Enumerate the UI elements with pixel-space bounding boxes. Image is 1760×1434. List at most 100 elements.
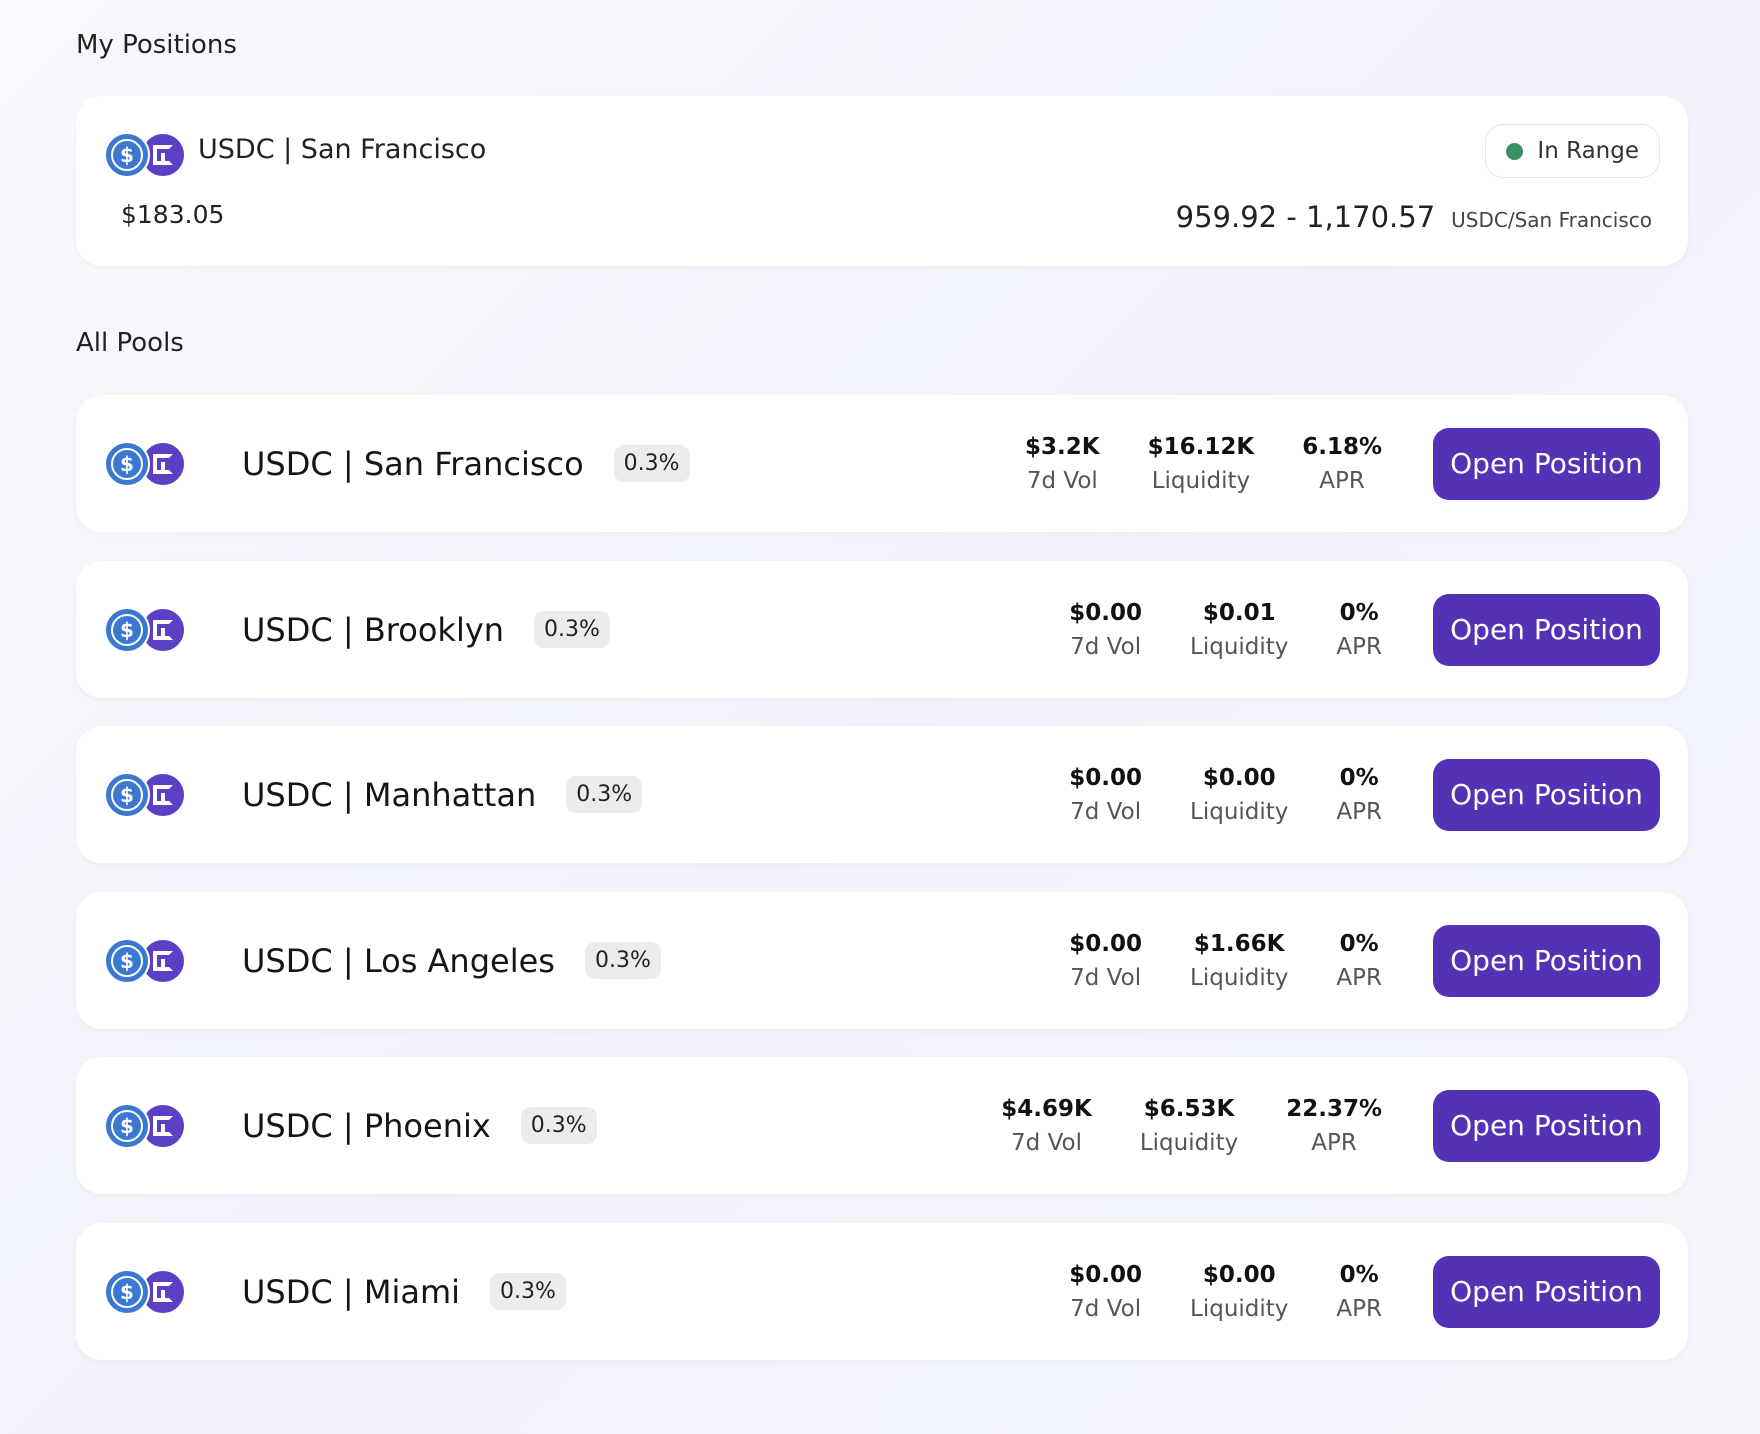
usdc-coin-icon: $ (104, 938, 150, 984)
open-position-button[interactable]: Open Position (1433, 593, 1660, 666)
stat-7d-vol: $3.2K 7d Vol (1025, 434, 1100, 494)
pool-stats: $3.2K 7d Vol $16.12K Liquidity 6.18% APR (1025, 434, 1382, 494)
usdc-coin-icon: $ (104, 132, 150, 178)
token-pair-icons: $ (104, 772, 188, 818)
fee-badge: 0.3% (566, 776, 643, 813)
fee-badge: 0.3% (490, 1273, 566, 1310)
pool-name-group: USDC | Los Angeles 0.3% (242, 942, 661, 980)
stat-apr-value: 0% (1339, 764, 1379, 791)
open-position-button[interactable]: Open Position (1433, 758, 1660, 831)
price-range: 959.92 - 1,170.57 USDC/San Francisco (1176, 200, 1652, 234)
stat-liquidity: $0.01 Liquidity (1190, 600, 1288, 660)
pool-name: USDC | Brooklyn (242, 610, 505, 649)
open-position-button[interactable]: Open Position (1433, 427, 1660, 500)
stat-apr-label: APR (1319, 467, 1365, 494)
usdc-coin-icon: $ (104, 1269, 150, 1315)
stat-apr-label: APR (1336, 1295, 1382, 1322)
price-range-value: 959.92 - 1,170.57 (1175, 200, 1436, 234)
stat-apr: 0% APR (1336, 765, 1382, 825)
stat-liquidity-label: Liquidity (1190, 964, 1289, 991)
pool-name: USDC | Manhattan (242, 775, 537, 814)
my-positions-title: My Positions (76, 30, 237, 60)
pool-name: USDC | Phoenix (242, 1106, 491, 1145)
token-pair-icons: $ (104, 132, 188, 178)
stat-liquidity: $1.66K Liquidity (1190, 931, 1288, 991)
usdc-coin-icon: $ (104, 441, 150, 487)
stat-7d-vol-value: $0.00 (1069, 599, 1143, 626)
stat-apr: 0% APR (1336, 600, 1382, 660)
stat-7d-vol-value: $4.69K (1001, 1095, 1092, 1122)
open-position-button[interactable]: Open Position (1433, 924, 1660, 997)
stat-liquidity-label: Liquidity (1190, 798, 1289, 825)
position-pair-name: USDC | San Francisco (198, 134, 487, 165)
token-pair-icons: $ (104, 938, 188, 984)
pool-row[interactable]: $ USDC | Los Angeles 0.3% $0.00 7d Vol $… (76, 892, 1688, 1029)
stat-7d-vol-value: $0.00 (1069, 764, 1143, 791)
stat-liquidity-value: $0.00 (1202, 1261, 1276, 1288)
stat-liquidity-label: Liquidity (1190, 633, 1289, 660)
all-pools-title: All Pools (76, 328, 184, 358)
stat-7d-vol-label: 7d Vol (1070, 964, 1142, 991)
stat-apr-label: APR (1311, 1129, 1357, 1156)
pool-row[interactable]: $ USDC | San Francisco 0.3% $3.2K 7d Vol… (76, 395, 1688, 532)
usdc-coin-icon: $ (104, 1103, 150, 1149)
stat-liquidity-label: Liquidity (1151, 467, 1251, 494)
pool-name: USDC | Los Angeles (242, 941, 555, 980)
stat-liquidity: $0.00 Liquidity (1190, 765, 1288, 825)
stat-7d-vol-label: 7d Vol (1011, 1129, 1082, 1156)
fee-badge: 0.3% (613, 445, 690, 482)
token-pair-icons: $ (104, 1269, 188, 1315)
open-position-button[interactable]: Open Position (1433, 1089, 1660, 1162)
stat-7d-vol-label: 7d Vol (1026, 467, 1098, 494)
token-pair-icons: $ (104, 1103, 188, 1149)
open-position-button[interactable]: Open Position (1433, 1255, 1660, 1328)
stat-apr-label: APR (1336, 798, 1382, 825)
stat-liquidity-value: $16.12K (1147, 433, 1255, 460)
stat-7d-vol-label: 7d Vol (1070, 798, 1142, 825)
stat-liquidity-value: $6.53K (1143, 1095, 1235, 1122)
pool-name-group: USDC | Brooklyn 0.3% (242, 611, 610, 649)
pool-row[interactable]: $ USDC | Miami 0.3% $0.00 7d Vol $0.00 L… (76, 1223, 1688, 1360)
pool-stats: $0.00 7d Vol $0.01 Liquidity 0% APR (1069, 600, 1382, 660)
status-dot-icon (1506, 142, 1524, 160)
stat-7d-vol: $0.00 7d Vol (1069, 931, 1142, 991)
stat-apr-value: 6.18% (1302, 433, 1382, 460)
position-value: $183.05 (121, 200, 225, 229)
pool-row[interactable]: $ USDC | Manhattan 0.3% $0.00 7d Vol $0.… (76, 726, 1688, 863)
fee-badge: 0.3% (584, 942, 661, 979)
stat-7d-vol-label: 7d Vol (1070, 633, 1142, 660)
token-pair-icons: $ (104, 607, 188, 653)
stat-liquidity-value: $0.01 (1202, 599, 1276, 626)
stat-liquidity: $0.00 Liquidity (1190, 1262, 1288, 1322)
pool-stats: $4.69K 7d Vol $6.53K Liquidity 22.37% AP… (1001, 1096, 1382, 1156)
pool-row[interactable]: $ USDC | Phoenix 0.3% $4.69K 7d Vol $6.5… (76, 1057, 1688, 1194)
stat-liquidity: $6.53K Liquidity (1140, 1096, 1238, 1156)
stat-apr: 0% APR (1336, 931, 1382, 991)
stat-7d-vol-label: 7d Vol (1070, 1295, 1142, 1322)
pool-name-group: USDC | Manhattan 0.3% (242, 775, 643, 814)
stat-apr: 0% APR (1336, 1262, 1382, 1322)
pool-stats: $0.00 7d Vol $0.00 Liquidity 0% APR (1069, 765, 1382, 825)
status-label: In Range (1537, 138, 1639, 164)
pool-stats: $0.00 7d Vol $0.00 Liquidity 0% APR (1069, 1262, 1382, 1322)
status-badge: In Range (1485, 124, 1660, 178)
stat-liquidity-value: $1.66K (1193, 930, 1285, 957)
stat-apr-value: 0% (1339, 599, 1379, 626)
stat-apr-value: 0% (1339, 1261, 1379, 1288)
stat-7d-vol-value: $0.00 (1069, 1261, 1143, 1288)
stat-apr-value: 0% (1339, 930, 1379, 957)
usdc-coin-icon: $ (104, 772, 150, 818)
token-pair-icons: $ (104, 441, 188, 487)
usdc-coin-icon: $ (104, 607, 150, 653)
pool-row[interactable]: $ USDC | Brooklyn 0.3% $0.00 7d Vol $0.0… (76, 561, 1688, 698)
stat-liquidity-label: Liquidity (1190, 1295, 1289, 1322)
pool-name: USDC | San Francisco (242, 444, 584, 483)
pool-name: USDC | Miami (242, 1272, 461, 1311)
stat-liquidity: $16.12K Liquidity (1148, 434, 1255, 494)
position-card[interactable]: $ USDC | San Francisco $183.05 In Range … (76, 96, 1688, 266)
stat-7d-vol: $0.00 7d Vol (1069, 765, 1142, 825)
stat-liquidity-label: Liquidity (1139, 1129, 1239, 1156)
stat-apr-label: APR (1336, 633, 1382, 660)
stat-7d-vol: $4.69K 7d Vol (1001, 1096, 1092, 1156)
fee-badge: 0.3% (520, 1107, 597, 1144)
